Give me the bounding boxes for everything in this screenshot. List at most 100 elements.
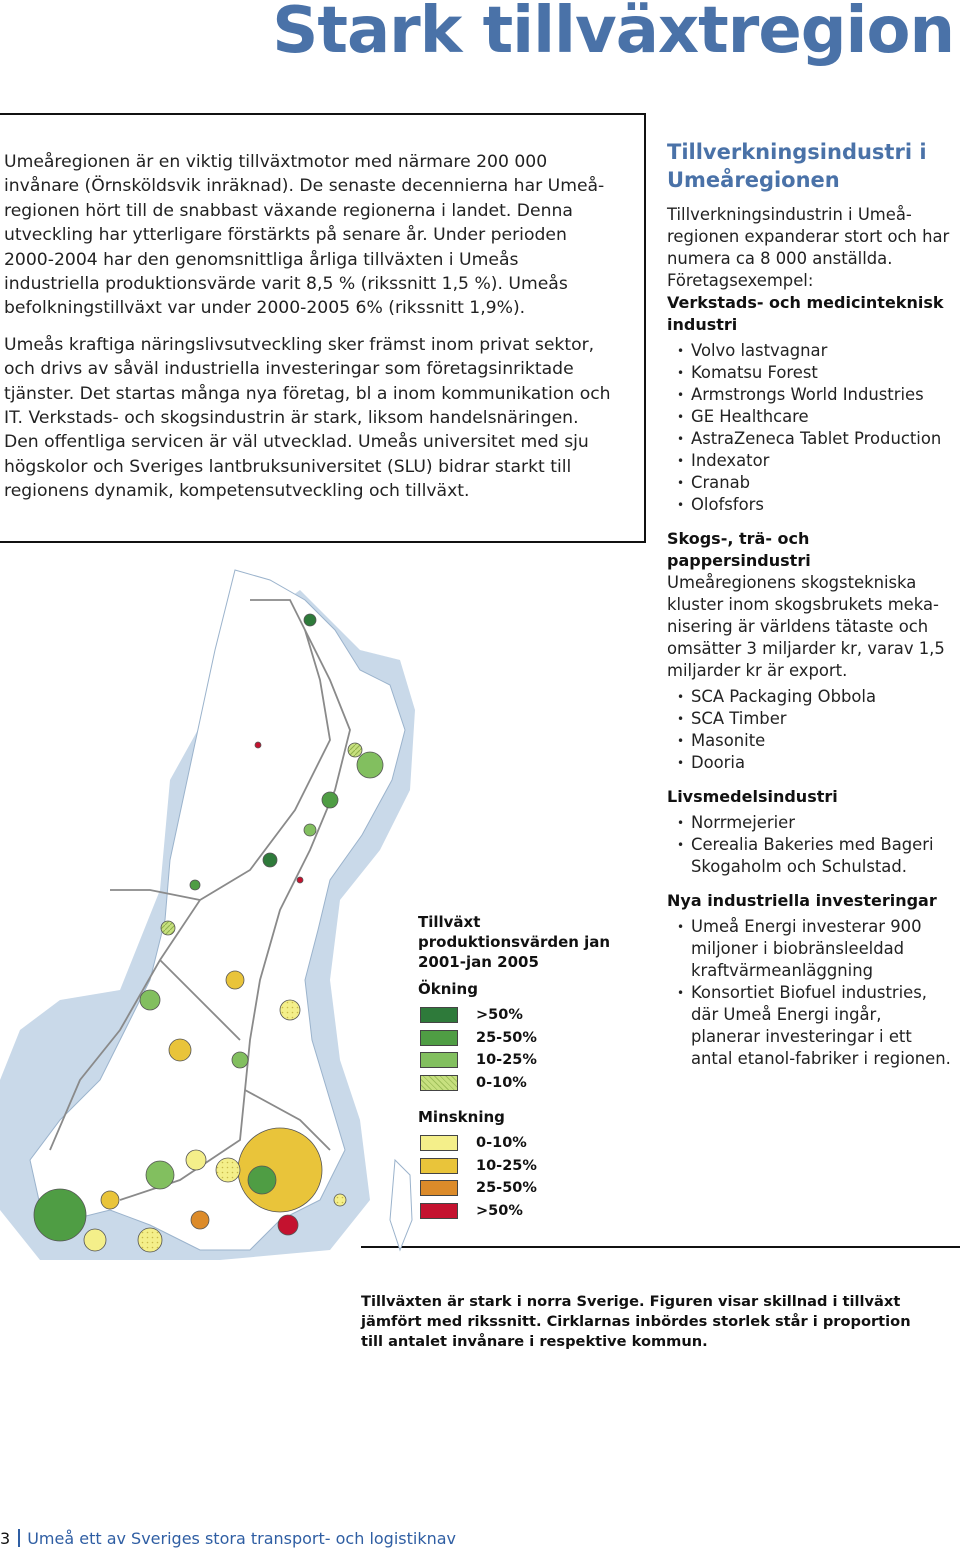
municipality-circle xyxy=(333,1193,347,1207)
municipality-circle xyxy=(160,920,176,936)
sidebar-heading: Tillverkningsindustri i Umeåregionen xyxy=(667,140,927,192)
municipality-circle xyxy=(321,791,339,809)
list-item: GE Healthcare xyxy=(677,406,951,428)
legend-label: 0-10% xyxy=(476,1135,527,1152)
municipality-circle xyxy=(215,1157,241,1183)
footer-text: Umeå ett av Sveriges stora transport- oc… xyxy=(27,1529,457,1548)
sweden-growth-map xyxy=(0,569,415,1260)
legend-label: 10-25% xyxy=(476,1157,537,1174)
municipality-circle xyxy=(296,876,304,884)
municipality-circle xyxy=(277,1214,299,1236)
legend-label: 25-50% xyxy=(476,1029,537,1046)
legend-swatch xyxy=(420,1180,458,1197)
growth-circles xyxy=(33,613,384,1253)
list-item: Masonite xyxy=(677,730,951,752)
sidebar-intro: Tillverkningsindustrin i Umeå-regionen e… xyxy=(667,205,950,290)
municipality-circle xyxy=(185,1149,207,1171)
municipality-circle xyxy=(225,970,245,990)
legend-decrease-label: Minskning xyxy=(418,1108,505,1126)
company-list: Volvo lastvagnar Komatsu Forest Armstron… xyxy=(667,340,951,516)
legend-increase-label: Ökning xyxy=(418,980,478,998)
legend-item: 25-50% xyxy=(418,1027,628,1050)
list-item: Olofsfors xyxy=(677,494,951,516)
legend-title: Tillväxt produktionsvärden jan 2001-jan … xyxy=(418,913,611,971)
legend-label: 10-25% xyxy=(476,1052,537,1069)
list-item: Armstrongs World Industries xyxy=(677,384,951,406)
list-item: Volvo lastvagnar xyxy=(677,340,951,362)
sweden-land xyxy=(29,569,406,1251)
legend-label: 25-50% xyxy=(476,1180,537,1197)
municipality-circle xyxy=(145,1160,175,1190)
list-item: Norrmejerier xyxy=(677,812,951,834)
municipality-circle xyxy=(189,879,201,891)
investment-list: Umeå Energi investerar 900 miljoner i bi… xyxy=(667,916,951,1070)
list-item: Komatsu Forest xyxy=(677,362,951,384)
list-item: AstraZeneca Tablet Production xyxy=(677,428,951,450)
section-title: Verkstads- och medicinteknisk industri xyxy=(667,293,944,334)
municipality-circle xyxy=(279,999,301,1021)
lead-bottom-rule xyxy=(0,541,646,543)
list-item: Indexator xyxy=(677,450,951,472)
legend-swatch xyxy=(420,1157,458,1174)
section-title: Livsmedelsindustri xyxy=(667,787,838,806)
caption-rule xyxy=(361,1246,960,1248)
section-title: Skogs-, trä- och pappersindustri xyxy=(667,529,811,570)
legend-swatch xyxy=(420,1029,458,1046)
list-item: SCA Packaging Obbola xyxy=(677,686,951,708)
municipality-circle xyxy=(347,742,363,758)
map-legend: Tillväxt produktionsvärden jan 2001-jan … xyxy=(418,912,628,1222)
section-skog: Skogs-, trä- och pappersindustri Umeåreg… xyxy=(667,528,951,774)
legend-swatch xyxy=(420,1135,458,1152)
legend-item: >50% xyxy=(418,1200,628,1223)
municipality-circle xyxy=(137,1227,163,1253)
municipality-circle xyxy=(356,751,384,779)
municipality-circle xyxy=(33,1188,87,1242)
municipality-circle xyxy=(83,1228,107,1252)
municipality-circle xyxy=(254,741,262,749)
legend-item: 10-25% xyxy=(418,1049,628,1072)
sidebar: Tillverkningsindustri i Umeåregionen Til… xyxy=(667,138,951,1082)
legend-item: 0-10% xyxy=(418,1132,628,1155)
section-verkstad: Verkstads- och medicinteknisk industri V… xyxy=(667,292,951,516)
legend-label: >50% xyxy=(476,1202,523,1219)
legend-label: 0-10% xyxy=(476,1074,527,1091)
legend-item: 10-25% xyxy=(418,1155,628,1178)
section-text: Umeåregionens skogstekniska kluster inom… xyxy=(667,573,945,680)
list-item: Konsortiet Biofuel industries, där Umeå … xyxy=(677,982,951,1070)
section-investeringar: Nya industriella investeringar Umeå Ener… xyxy=(667,890,951,1070)
legend-swatch xyxy=(420,1074,458,1091)
footer-divider xyxy=(18,1529,21,1547)
company-list: SCA Packaging Obbola SCA Timber Masonite… xyxy=(667,686,951,774)
municipality-circle xyxy=(231,1051,249,1069)
municipality-circle xyxy=(237,1127,323,1213)
list-item: Dooria xyxy=(677,752,951,774)
municipality-circle xyxy=(303,613,317,627)
legend-swatch xyxy=(420,1202,458,1219)
list-item: Cranab xyxy=(677,472,951,494)
list-item: Umeå Energi investerar 900 miljoner i bi… xyxy=(677,916,951,982)
lead-paragraph-1: Umeåregionen är en viktig tillväxtmotor … xyxy=(4,152,605,319)
legend-swatch xyxy=(420,1007,458,1024)
map-caption: Tillväxten är stark i norra Sverige. Fig… xyxy=(361,1293,911,1350)
legend-item: >50% xyxy=(418,1004,628,1027)
page-number: 3 xyxy=(0,1529,11,1548)
municipality-circle xyxy=(168,1038,192,1062)
municipality-circle xyxy=(190,1210,210,1230)
municipality-circle xyxy=(262,852,278,868)
list-item: SCA Timber xyxy=(677,708,951,730)
column-divider xyxy=(644,113,646,543)
road-network xyxy=(49,599,351,1201)
section-title: Nya industriella investeringar xyxy=(667,891,937,910)
municipality-circle xyxy=(100,1190,120,1210)
gotland-island xyxy=(389,1158,413,1252)
legend-swatch xyxy=(420,1052,458,1069)
top-rule xyxy=(0,113,646,115)
legend-item: 0-10% xyxy=(418,1072,628,1095)
page-title: Stark tillväxtregion xyxy=(272,0,955,68)
municipality-circle xyxy=(303,823,317,837)
lead-text: Umeåregionen är en viktig tillväxtmotor … xyxy=(4,150,616,516)
municipality-circle xyxy=(247,1165,277,1195)
list-item: Cerealia Bakeries med Bageri Skogaholm o… xyxy=(677,834,951,878)
section-livsmedel: Livsmedelsindustri Norrmejerier Cerealia… xyxy=(667,786,951,878)
legend-label: >50% xyxy=(476,1007,523,1024)
